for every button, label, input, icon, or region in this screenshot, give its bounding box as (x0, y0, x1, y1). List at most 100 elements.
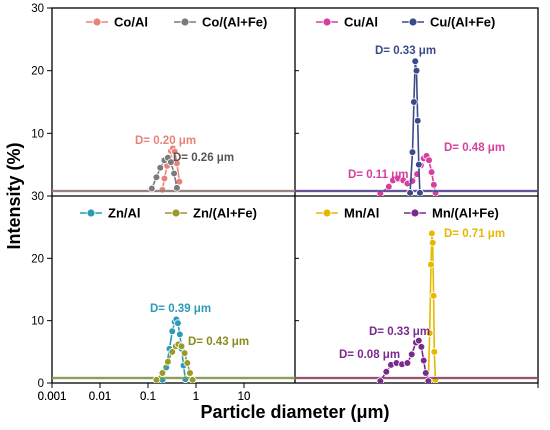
data-point (158, 369, 167, 377)
legend-label: Co/Al (114, 15, 148, 30)
peak-annotation: D= 0.26 μm (173, 152, 234, 164)
data-point (164, 358, 172, 366)
data-point (415, 160, 423, 169)
data-point (188, 376, 197, 383)
data-point (411, 57, 420, 66)
y-tick-label: 30 (31, 191, 44, 203)
data-point (148, 184, 156, 193)
peak-annotation: D= 0.39 μm (150, 303, 211, 315)
data-point (428, 229, 436, 238)
x-tick-label: 0.1 (140, 391, 156, 403)
y-tick-label: 20 (31, 253, 44, 265)
data-point (429, 291, 438, 300)
data-point (174, 319, 182, 327)
data-point (376, 377, 385, 383)
peak-annotation: D= 0.43 μm (188, 336, 249, 348)
data-point (410, 98, 418, 106)
data-point (413, 117, 422, 125)
data-point (160, 174, 169, 183)
peak-annotation: D= 0.71 μm (444, 228, 505, 240)
data-point (170, 169, 178, 178)
legend-label: Cu/(Al+Fe) (430, 15, 495, 30)
data-point (175, 177, 184, 186)
data-point (176, 330, 184, 339)
data-point (430, 348, 439, 356)
legend-swatch-marker (171, 208, 181, 218)
legend-label: Mn/Al (344, 206, 379, 221)
legend-swatch-marker (92, 17, 102, 27)
legend-swatch-marker (180, 17, 190, 27)
data-point (403, 359, 412, 367)
data-point (424, 377, 433, 383)
y-tick-label: 30 (31, 3, 44, 15)
data-point (406, 189, 414, 196)
legend-swatch-marker (86, 208, 96, 218)
data-point (385, 182, 393, 191)
data-point (152, 173, 161, 182)
data-point (382, 367, 391, 376)
data-point (173, 184, 181, 192)
y-axis-title: Intensity (%) (4, 142, 24, 249)
data-point (170, 147, 179, 156)
panel-2 (295, 57, 538, 196)
legend-label: Zn/(Al+Fe) (193, 206, 257, 221)
x-axis-title: Particle diameter (μm) (200, 402, 389, 422)
data-point (425, 156, 433, 165)
data-point (167, 158, 175, 166)
data-point (427, 168, 436, 176)
panel-3 (52, 315, 295, 383)
y-tick-label: 20 (31, 66, 44, 78)
legend-swatch-marker (410, 208, 420, 218)
series-line-cu-al-fe- (409, 61, 421, 193)
peak-annotation: D= 0.48 μm (444, 142, 505, 154)
data-point (168, 348, 177, 356)
y-tick-label: 10 (31, 128, 44, 140)
data-point (416, 189, 424, 196)
legend-swatch-marker (322, 208, 332, 218)
data-point (425, 329, 434, 337)
peak-annotation: D= 0.33 μm (369, 326, 430, 338)
legend-swatch-marker (322, 17, 332, 27)
legend-label: Co/(Al+Fe) (202, 15, 267, 30)
legend-label: Zn/Al (108, 206, 141, 221)
data-point (168, 327, 177, 336)
data-point (419, 356, 428, 365)
data-point (408, 148, 417, 156)
data-point (427, 260, 435, 269)
data-point (412, 66, 421, 75)
data-point (430, 180, 438, 189)
data-point (421, 369, 430, 377)
data-point (407, 350, 416, 359)
x-tick-label: 0.001 (38, 391, 67, 403)
panel-1 (52, 144, 295, 194)
data-point (428, 238, 437, 247)
panel-4 (295, 229, 538, 383)
data-point (156, 164, 165, 172)
legend-swatch-marker (408, 17, 418, 27)
y-tick-label: 0 (38, 378, 44, 390)
data-point (415, 336, 423, 345)
data-point (152, 376, 161, 383)
x-tick-label: 10 (238, 391, 251, 403)
data-point (180, 349, 189, 357)
data-point (186, 369, 194, 377)
y-tick-label: 10 (31, 316, 44, 328)
peak-annotation: D= 0.33 μm (375, 45, 436, 57)
x-tick-label: 0.01 (89, 391, 111, 403)
x-tick-label: 0.001 (38, 391, 67, 403)
x-tick-label: 0.01 (89, 391, 111, 403)
legend-label: Mn/(Al+Fe) (432, 206, 499, 221)
data-point (417, 343, 426, 351)
x-tick-label: 10 (238, 391, 251, 403)
x-tick-label: 1 (193, 391, 199, 403)
data-point (177, 342, 186, 351)
data-point (158, 185, 167, 194)
series-line-mn-al (427, 233, 437, 380)
data-point (181, 375, 190, 383)
peak-annotation: D= 0.20 μm (135, 135, 196, 147)
x-tick-label: 0.1 (140, 391, 156, 403)
legend-label: Cu/Al (344, 15, 378, 30)
data-point (183, 359, 192, 367)
peak-annotation: D= 0.11 μm (348, 169, 408, 181)
